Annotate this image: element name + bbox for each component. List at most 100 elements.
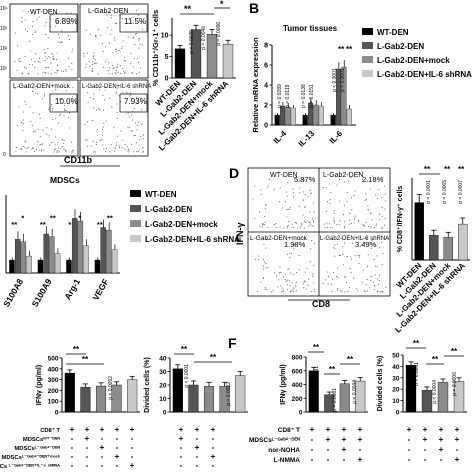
condition-sign: + <box>439 425 444 434</box>
flow-event <box>302 191 304 193</box>
flow-event <box>308 221 310 223</box>
p-value: p = 0.0119 <box>285 84 291 108</box>
flow-event <box>43 149 45 151</box>
flow-event <box>381 291 383 293</box>
flow-event <box>376 197 379 199</box>
flow-event <box>25 67 27 69</box>
flow-percent: 10.0% <box>55 97 78 106</box>
flow-event <box>333 217 335 219</box>
flow-event <box>311 218 313 220</box>
bar <box>188 384 199 413</box>
flow-plot-l-gab2-den <box>79 3 149 79</box>
flow-event <box>331 290 333 292</box>
condition-label: L-NMMA <box>274 457 301 464</box>
chart-d-bar: % CD8⁺/IFN-γ⁺ cellsWT-DENL-Gab2-DENL-Gab… <box>393 165 470 335</box>
condition-label: MDSCsᴸ⁻ᴳᵃᵇ²⁻ᴰᴱᴺ <box>14 445 60 452</box>
flow-event <box>347 180 349 182</box>
y-axis-label: Relative mRNA expression <box>251 37 260 133</box>
flow-event <box>328 183 331 185</box>
bar <box>318 105 324 126</box>
flow-event <box>57 149 59 152</box>
bar <box>235 375 246 413</box>
flow-event <box>327 227 329 229</box>
flow-event <box>93 93 95 95</box>
flow-event <box>358 262 360 264</box>
flow-event <box>287 208 289 210</box>
flow-event <box>349 213 351 215</box>
flow-event <box>375 225 377 227</box>
flow-event <box>140 67 142 69</box>
flow-event <box>69 127 71 129</box>
flow-event <box>364 291 367 293</box>
bar <box>94 259 101 274</box>
flow-event <box>312 273 314 275</box>
sig-stars: ** <box>329 365 336 374</box>
flow-event <box>31 91 33 93</box>
y-axis-label: % CD11b⁺/Gr-1⁺ cells <box>151 10 160 86</box>
flow-event <box>342 254 344 256</box>
flow-event <box>35 149 38 151</box>
flow-event <box>85 139 87 141</box>
condition-sign: + <box>439 445 444 454</box>
flow-event <box>83 55 85 57</box>
condition-sign: - <box>71 434 74 443</box>
flow-label: L-Gab2-DEN+mock <box>13 83 71 90</box>
flow-event <box>333 210 335 212</box>
flow-event <box>339 220 341 222</box>
flow-event <box>37 61 39 63</box>
flow-event <box>84 124 86 126</box>
flow-event <box>129 94 131 96</box>
flow-event <box>368 241 370 244</box>
flow-event <box>133 135 135 137</box>
flow-event <box>87 92 89 94</box>
flow-event <box>384 208 386 210</box>
flow-event <box>71 68 73 71</box>
flow-event <box>325 187 327 189</box>
bar <box>330 114 336 126</box>
flow-event <box>312 276 314 278</box>
flow-event <box>39 113 41 115</box>
flow-event <box>287 268 289 271</box>
flow-event <box>286 227 288 229</box>
bar <box>14 239 21 274</box>
flow-event <box>323 223 325 225</box>
sig-stars: ** <box>413 339 420 348</box>
flow-event <box>114 39 116 41</box>
y-tick-label: 0 <box>55 410 59 417</box>
flow-event <box>263 223 266 226</box>
flow-label: WT-DEN <box>30 9 58 16</box>
flow-event <box>31 25 34 27</box>
flow-event <box>27 73 29 75</box>
x-category-label: S100A9 <box>30 277 54 309</box>
flow-event <box>260 189 262 191</box>
chart-title: Tumor tissues <box>283 24 338 33</box>
flow-event <box>137 150 140 153</box>
flow-event <box>282 227 284 229</box>
flow-event <box>287 225 289 227</box>
bar <box>83 245 89 274</box>
flow-event <box>337 288 339 290</box>
flow-event <box>267 267 269 269</box>
flow-event <box>115 22 117 24</box>
flow-event <box>24 55 26 58</box>
condition-sign: - <box>196 434 199 443</box>
flow-event <box>357 255 359 257</box>
flow-event <box>60 42 63 44</box>
flow-event <box>287 279 289 281</box>
flow-event <box>327 283 329 285</box>
flow-event <box>293 243 296 246</box>
y-tick-label: 10 <box>161 33 169 40</box>
y-tick-label: 300 <box>48 377 59 384</box>
flow-event <box>143 134 145 136</box>
sig-stars: * <box>78 213 81 222</box>
flow-event <box>115 145 117 147</box>
flow-event <box>286 182 288 184</box>
flow-event <box>47 37 49 39</box>
flow-event <box>70 12 72 14</box>
flow-event <box>128 127 130 129</box>
flow-event <box>86 121 88 123</box>
sig-stars: * <box>220 0 224 9</box>
flow-event <box>310 290 312 292</box>
chart-e-div: 0 10 20 30 40 Divided cells (%) ** ** p < 0.0001… <box>144 345 248 417</box>
bar <box>302 114 308 126</box>
